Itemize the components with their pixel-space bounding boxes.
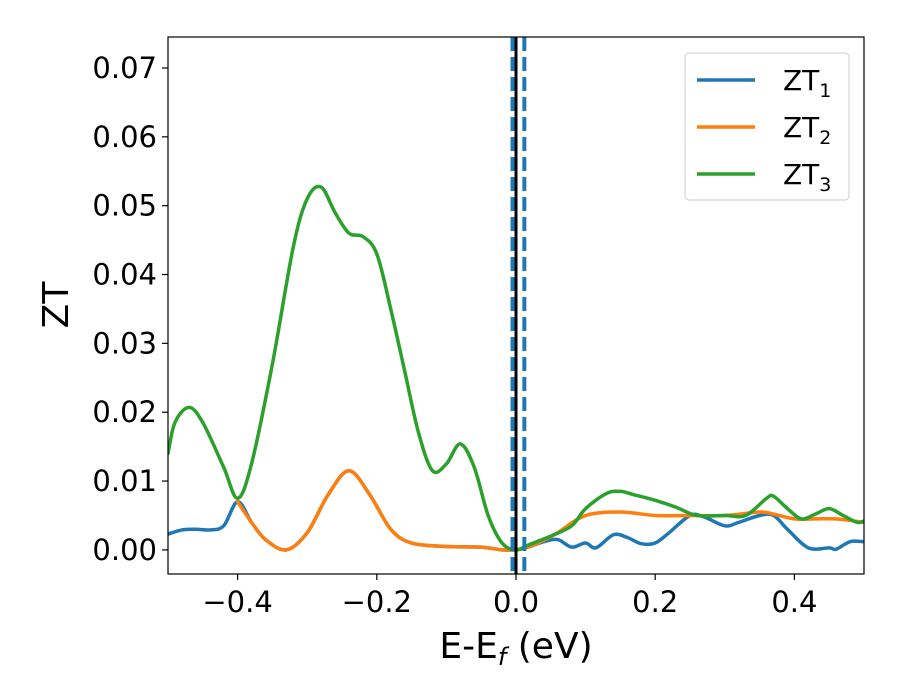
x-tick-label: 0.2 — [632, 585, 678, 619]
y-tick-label: 0.03 — [92, 326, 157, 360]
x-tick-label: 0.4 — [771, 585, 817, 619]
legend-box — [684, 52, 850, 201]
y-tick-label: 0.05 — [92, 189, 157, 223]
legend-label-sub: 3 — [819, 174, 831, 196]
y-tick-label: 0.02 — [92, 395, 157, 429]
legend-label-zt3: ZT3 — [783, 158, 831, 196]
y-tick-label: 0.04 — [92, 258, 157, 292]
legend-label-sub: 1 — [819, 80, 831, 102]
series-line-zt2 — [235, 468, 864, 553]
legend-label-main: ZT — [783, 158, 820, 191]
y-tick-label: 0.07 — [92, 51, 157, 85]
y-axis-ticks: 0.00 0.01 0.02 0.03 0.04 0.05 0.06 0.07 — [92, 51, 168, 567]
fermi-level-lines — [510, 37, 527, 574]
x-axis-title-unit: (eV) — [506, 626, 592, 667]
legend-label-zt2: ZT2 — [783, 111, 831, 149]
x-tick-label: −0.2 — [342, 585, 412, 619]
y-tick-label: 0.01 — [92, 464, 157, 498]
legend-label-sub: 2 — [819, 127, 831, 149]
y-tick-label: 0.00 — [92, 533, 157, 567]
x-axis-title: E-Ef (eV) — [439, 626, 592, 671]
y-tick-label: 0.06 — [92, 120, 157, 154]
y-axis-title: ZT — [36, 281, 77, 329]
legend-label-zt1: ZT1 — [783, 64, 831, 102]
x-axis-ticks: −0.4 −0.2 0.0 0.2 0.4 — [202, 574, 817, 619]
legend-label-main: ZT — [783, 111, 820, 144]
x-tick-label: 0.0 — [493, 585, 539, 619]
x-tick-label: −0.4 — [202, 585, 272, 619]
series-line-zt3 — [168, 184, 864, 552]
x-axis-title-main: E-E — [439, 626, 497, 667]
legend-label-main: ZT — [783, 64, 820, 97]
